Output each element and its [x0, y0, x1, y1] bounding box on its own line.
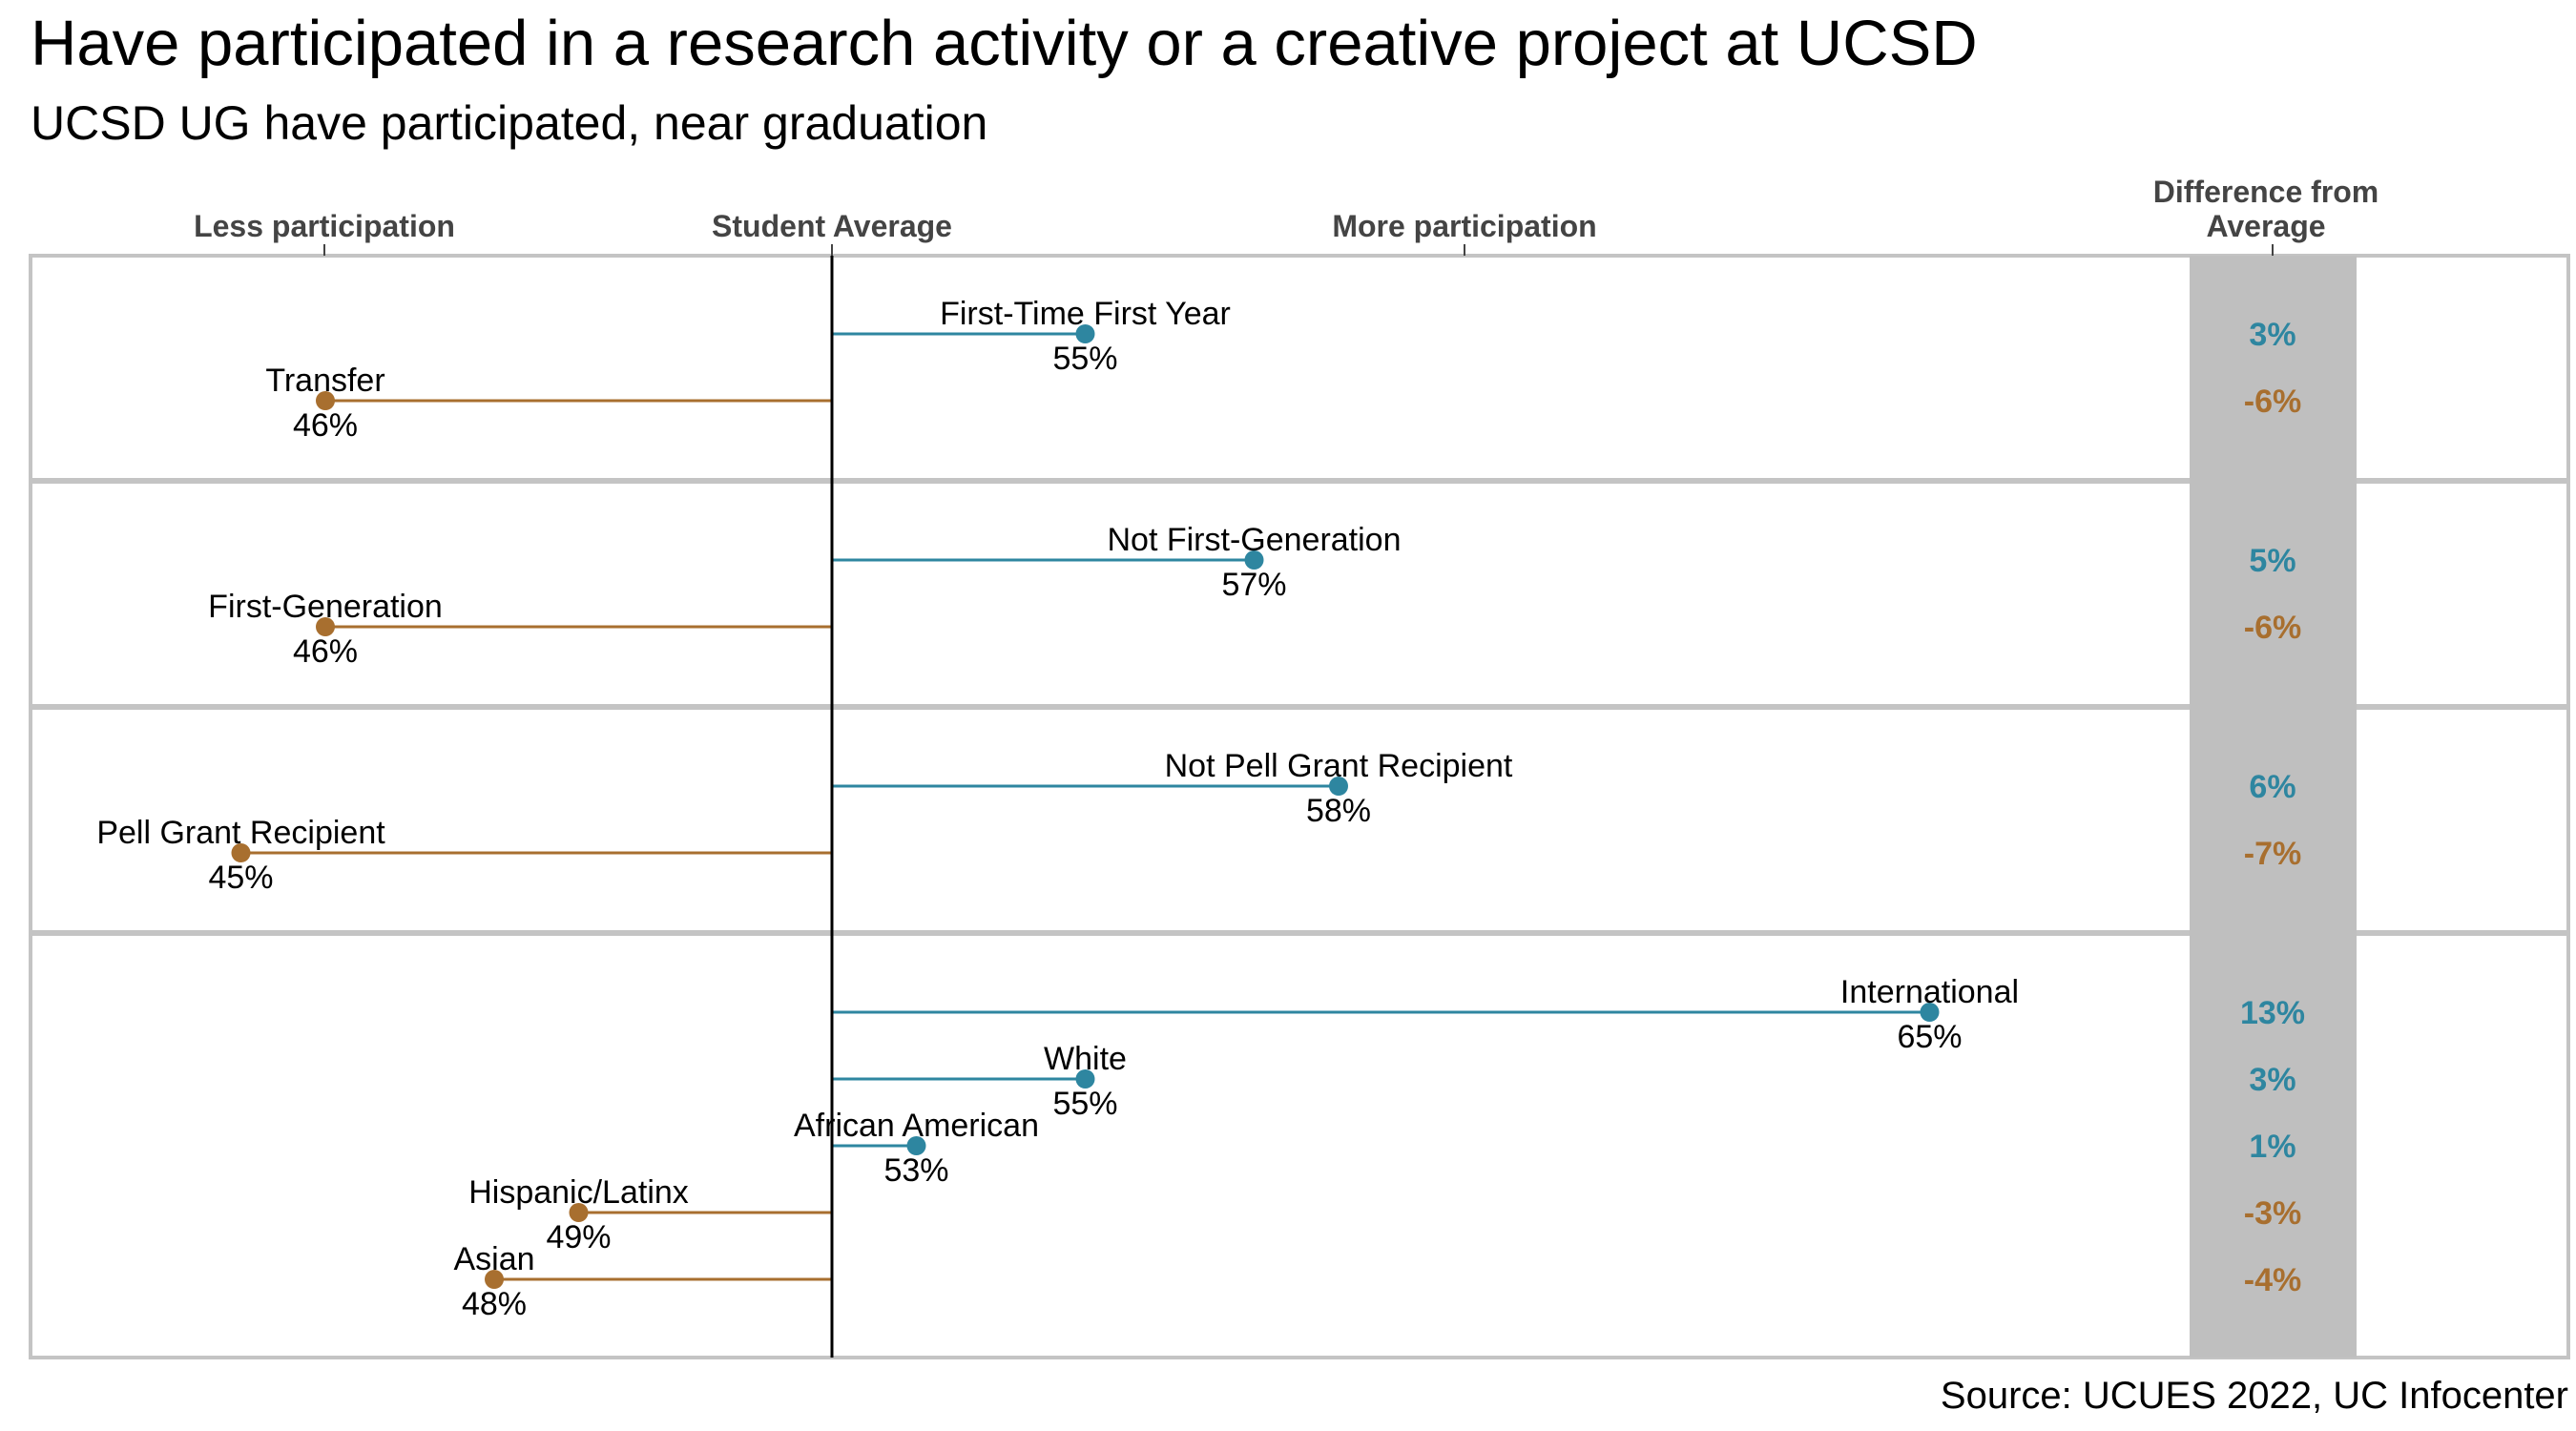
data-point	[1075, 1069, 1095, 1089]
difference-column-band	[2190, 256, 2357, 1358]
data-point	[1329, 777, 1348, 796]
difference-label: 13%	[2240, 995, 2305, 1031]
chart-subtitle: UCSD UG have participated, near graduati…	[31, 96, 987, 150]
value-label: 57%	[1221, 567, 1286, 603]
value-label: 65%	[1897, 1019, 1962, 1055]
source-note: Source: UCUES 2022, UC Infocenter	[1941, 1375, 2568, 1417]
category-label: Pell Grant Recipient	[96, 815, 385, 851]
chart-title: Have participated in a research activity…	[31, 8, 1978, 79]
axis-label-more: More participation	[1332, 209, 1596, 243]
value-label: 55%	[1052, 341, 1117, 377]
diff-header-line-1: Difference from	[2153, 175, 2379, 209]
category-label: First-Time First Year	[940, 296, 1231, 332]
axis-label-average: Student Average	[712, 209, 952, 243]
axis-ticks	[323, 244, 2274, 256]
category-label: Not First-Generation	[1108, 522, 1402, 558]
category-label: International	[1840, 974, 2019, 1010]
value-label: 46%	[293, 633, 358, 670]
category-label: First-Generation	[208, 589, 443, 625]
category-label: Asian	[453, 1241, 534, 1277]
group-panel	[29, 706, 2570, 934]
difference-label: -6%	[2244, 610, 2301, 646]
difference-label: 1%	[2249, 1129, 2296, 1165]
category-label: Hispanic/Latinx	[468, 1174, 689, 1211]
group-panel	[29, 932, 2570, 1359]
difference-label: -6%	[2244, 384, 2301, 420]
data-point	[231, 843, 251, 862]
category-label: Transfer	[265, 363, 384, 399]
difference-label: 5%	[2249, 543, 2296, 579]
category-label: White	[1044, 1041, 1127, 1077]
data-point	[1075, 324, 1095, 343]
diff-header-line-2: Average	[2206, 209, 2325, 243]
difference-label: 3%	[2249, 1062, 2296, 1098]
data-point	[569, 1203, 589, 1222]
value-label: 53%	[883, 1152, 948, 1189]
difference-label: 6%	[2249, 769, 2296, 805]
data-point	[1244, 550, 1264, 570]
data-point	[316, 391, 335, 410]
value-label: 48%	[462, 1286, 527, 1322]
data-point	[906, 1136, 926, 1155]
data-point	[485, 1270, 504, 1289]
value-label: 45%	[208, 860, 273, 896]
value-label: 49%	[546, 1219, 611, 1255]
chart-marks: First-Time First Year 55% 3% Transfer 46% -6%…	[96, 296, 2305, 1322]
difference-label: -4%	[2244, 1262, 2301, 1298]
panels	[29, 254, 2570, 1359]
value-label: 55%	[1052, 1086, 1117, 1122]
data-point	[1920, 1003, 1940, 1022]
category-label: Not Pell Grant Recipient	[1165, 748, 1513, 784]
category-label: African American	[794, 1108, 1039, 1144]
group-panel	[29, 480, 2570, 708]
difference-label: -7%	[2244, 836, 2301, 872]
value-label: 58%	[1306, 793, 1371, 829]
data-point	[316, 617, 335, 636]
difference-label: 3%	[2249, 317, 2296, 353]
group-panel	[29, 254, 2570, 482]
difference-label: -3%	[2244, 1195, 2301, 1232]
axis-label-less: Less participation	[194, 209, 455, 243]
value-label: 46%	[293, 407, 358, 444]
